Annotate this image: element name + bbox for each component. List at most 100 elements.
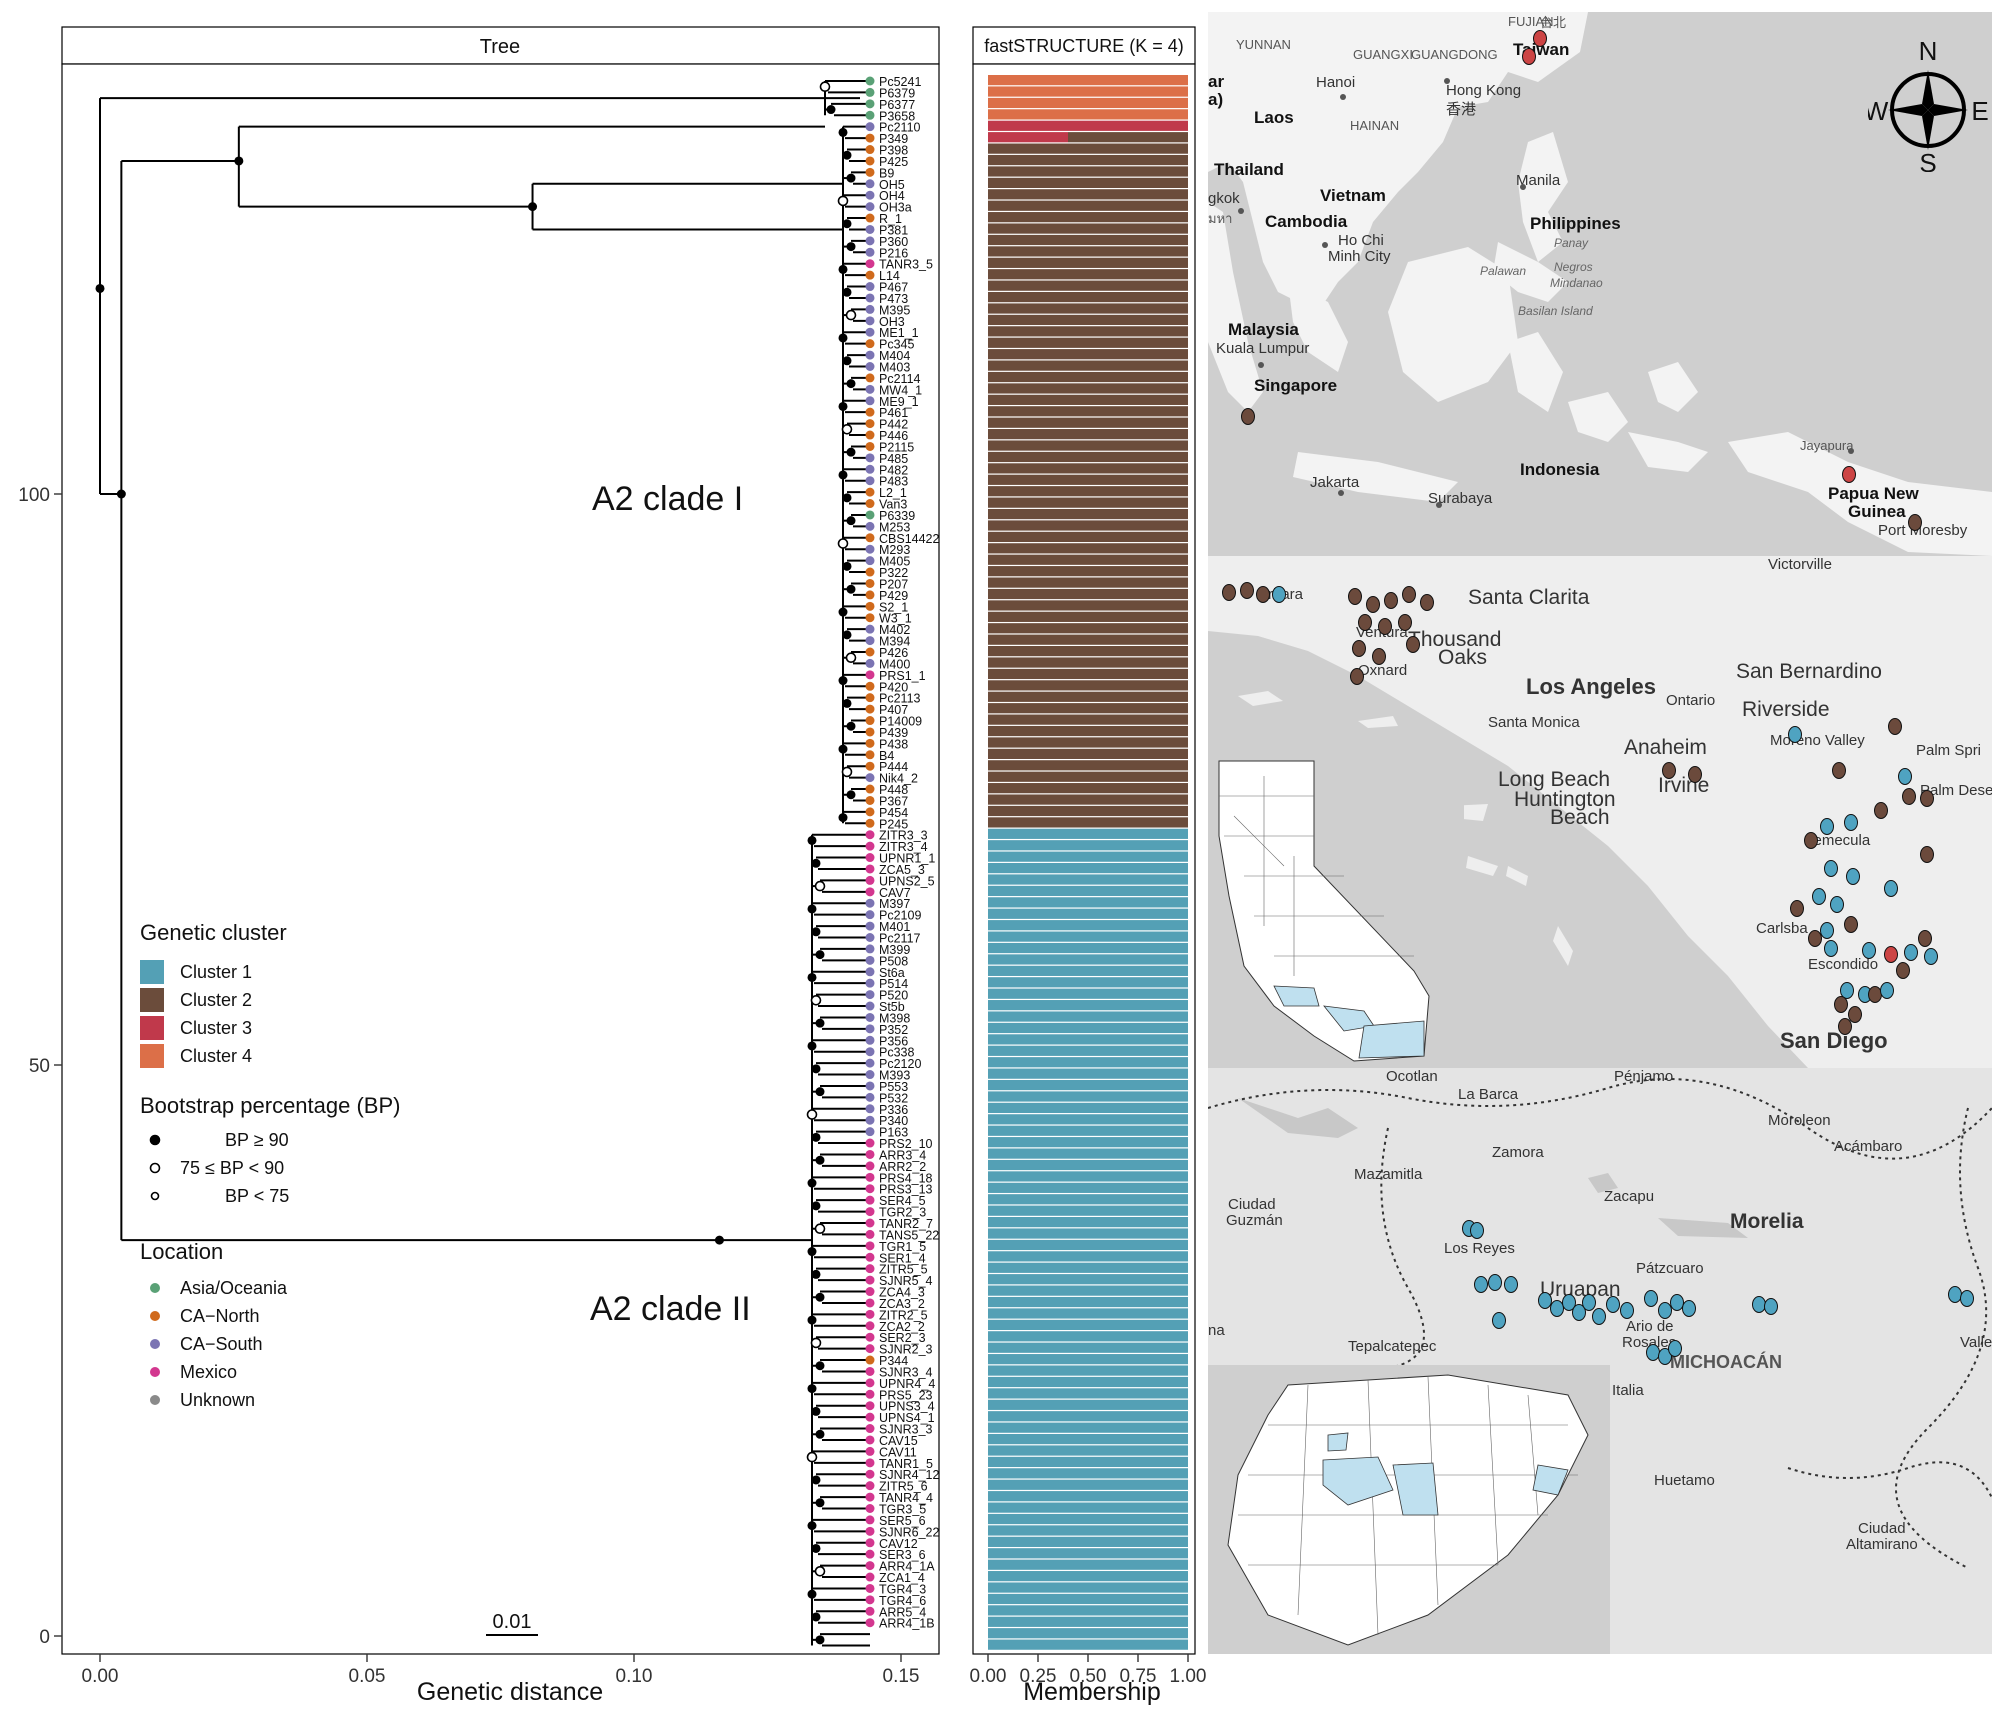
legend-bootstrap-symbol <box>149 1162 161 1174</box>
structure-bar-segment <box>988 1000 1188 1011</box>
tip-location-dot <box>865 1389 875 1399</box>
structure-bar-segment <box>988 646 1188 657</box>
tip-label: M394 <box>879 635 910 649</box>
bootstrap-node <box>842 287 852 297</box>
bootstrap-node <box>815 1155 825 1165</box>
tip-location-dot <box>865 430 875 440</box>
tip-location-dot <box>865 624 875 634</box>
michoacan-inset-map <box>1208 1365 1610 1654</box>
tree-y-tick-label: 100 <box>18 485 50 506</box>
structure-bar-segment <box>988 703 1188 714</box>
tip-location-dot <box>865 704 875 714</box>
tip-label: M395 <box>879 303 910 317</box>
structure-axis: 0.00 0.25 0.50 0.75 1.00 <box>970 1654 1207 1687</box>
structure-bar-segment <box>988 931 1188 942</box>
tip-label: P344 <box>879 1354 908 1368</box>
map-label: Thailand <box>1214 160 1284 179</box>
tip-location-dot <box>865 362 875 371</box>
sample-pin-cluster-2 <box>1848 1006 1862 1023</box>
tip-location-dot <box>865 247 875 257</box>
sample-pin-cluster-3 <box>1522 48 1536 65</box>
tip-label: Nik4_2 <box>879 772 918 786</box>
tip-label: CAV11 <box>879 1445 917 1459</box>
structure-panel: fastSTRUCTURE (K = 4) 0.00 0.25 0.50 0.75 1.… <box>970 26 1207 1706</box>
tip-location-dot <box>865 1184 875 1194</box>
sample-pin-cluster-1 <box>1904 944 1918 961</box>
map-label: Ciudad <box>1228 1196 1276 1213</box>
bootstrap-node <box>845 652 857 664</box>
structure-bars <box>988 75 1188 1650</box>
tip-location-dot <box>865 190 875 200</box>
structure-bar-segment <box>988 817 1188 828</box>
compass-n: N <box>1919 36 1938 66</box>
sample-pin-cluster-2 <box>1844 916 1858 933</box>
sample-pin-cluster-3 <box>1884 946 1898 963</box>
tip-label: P420 <box>879 680 908 694</box>
tip-location-dot <box>865 1275 875 1285</box>
map-label: Anaheim <box>1624 736 1707 759</box>
tip-location-dot <box>865 1481 875 1491</box>
tip-label: SJNR6_22 <box>879 1525 939 1539</box>
tip-location-dot <box>865 1572 875 1582</box>
bootstrap-node <box>838 470 848 480</box>
structure-bar-segment <box>988 177 1188 188</box>
tip-label: P407 <box>879 703 908 717</box>
structure-bar-segment <box>988 908 1188 919</box>
structure-bar-segment <box>988 680 1188 691</box>
sample-pin-cluster-2 <box>1920 790 1934 807</box>
tip-label: PRS5_23 <box>879 1388 933 1402</box>
tip-location-dot <box>865 1115 875 1125</box>
tip-location-dot <box>865 613 875 623</box>
tip-label: ARR2_2 <box>879 1160 926 1174</box>
bootstrap-node <box>846 173 856 183</box>
bootstrap-node <box>811 1543 821 1553</box>
bootstrap-node <box>811 1064 821 1074</box>
tip-location-dot <box>865 499 875 509</box>
tip-label: P2115 <box>879 440 914 454</box>
structure-x-tick-label: 1.00 <box>1170 1666 1207 1687</box>
structure-bar-segment <box>988 988 1188 999</box>
tree-x-axis-label: Genetic distance <box>417 1678 603 1706</box>
sample-pin-cluster-1 <box>1924 948 1938 965</box>
bootstrap-node <box>811 858 821 868</box>
clade-label-1: A2 clade I <box>592 480 743 518</box>
bootstrap-node <box>806 1451 818 1463</box>
tree-y-tick-label: 0 <box>39 1627 50 1648</box>
structure-bar-segment <box>988 1274 1188 1285</box>
structure-bar-segment <box>988 840 1188 851</box>
tip-label: TANR4_4 <box>879 1491 933 1505</box>
structure-bar-segment <box>988 1217 1188 1228</box>
tip-label: M400 <box>879 657 910 671</box>
map-label: Ho Chi <box>1338 232 1384 249</box>
map-label: Palawan <box>1480 264 1527 278</box>
tip-label: ARR3_4 <box>879 1148 926 1162</box>
map-label: Santa Monica <box>1488 714 1580 731</box>
structure-bar-segment <box>988 1365 1188 1376</box>
structure-bar-segment <box>988 1536 1188 1547</box>
bootstrap-node <box>845 309 857 321</box>
legend-cluster-swatch <box>140 1044 164 1068</box>
tip-label: P429 <box>879 589 908 603</box>
tip-label: Pc2113 <box>879 692 921 706</box>
structure-bar-segment <box>988 1057 1188 1068</box>
map-label: ar <box>1208 72 1225 91</box>
tip-label: OH3a <box>879 201 912 215</box>
sample-pin-cluster-2 <box>1832 762 1846 779</box>
bootstrap-node <box>807 972 817 982</box>
structure-bar-segment <box>988 1479 1188 1490</box>
map-label: Surabaya <box>1428 490 1493 507</box>
tip-location-dot <box>865 327 875 337</box>
tip-location-dot <box>865 1366 875 1376</box>
tip-location-dot <box>865 224 875 234</box>
legend-cluster-label: Cluster 4 <box>180 1046 252 1066</box>
tip-label: P207 <box>879 577 908 591</box>
tip-location-dot <box>865 407 875 417</box>
tip-location-dot <box>865 1138 875 1148</box>
compass-w: W <box>1868 96 1889 126</box>
tip-location-dot <box>865 521 875 531</box>
tip-label: R_1 <box>879 212 902 226</box>
tip-location-dot <box>865 476 875 486</box>
map-label: Negros <box>1554 260 1593 274</box>
structure-bar-segment <box>988 1251 1188 1262</box>
